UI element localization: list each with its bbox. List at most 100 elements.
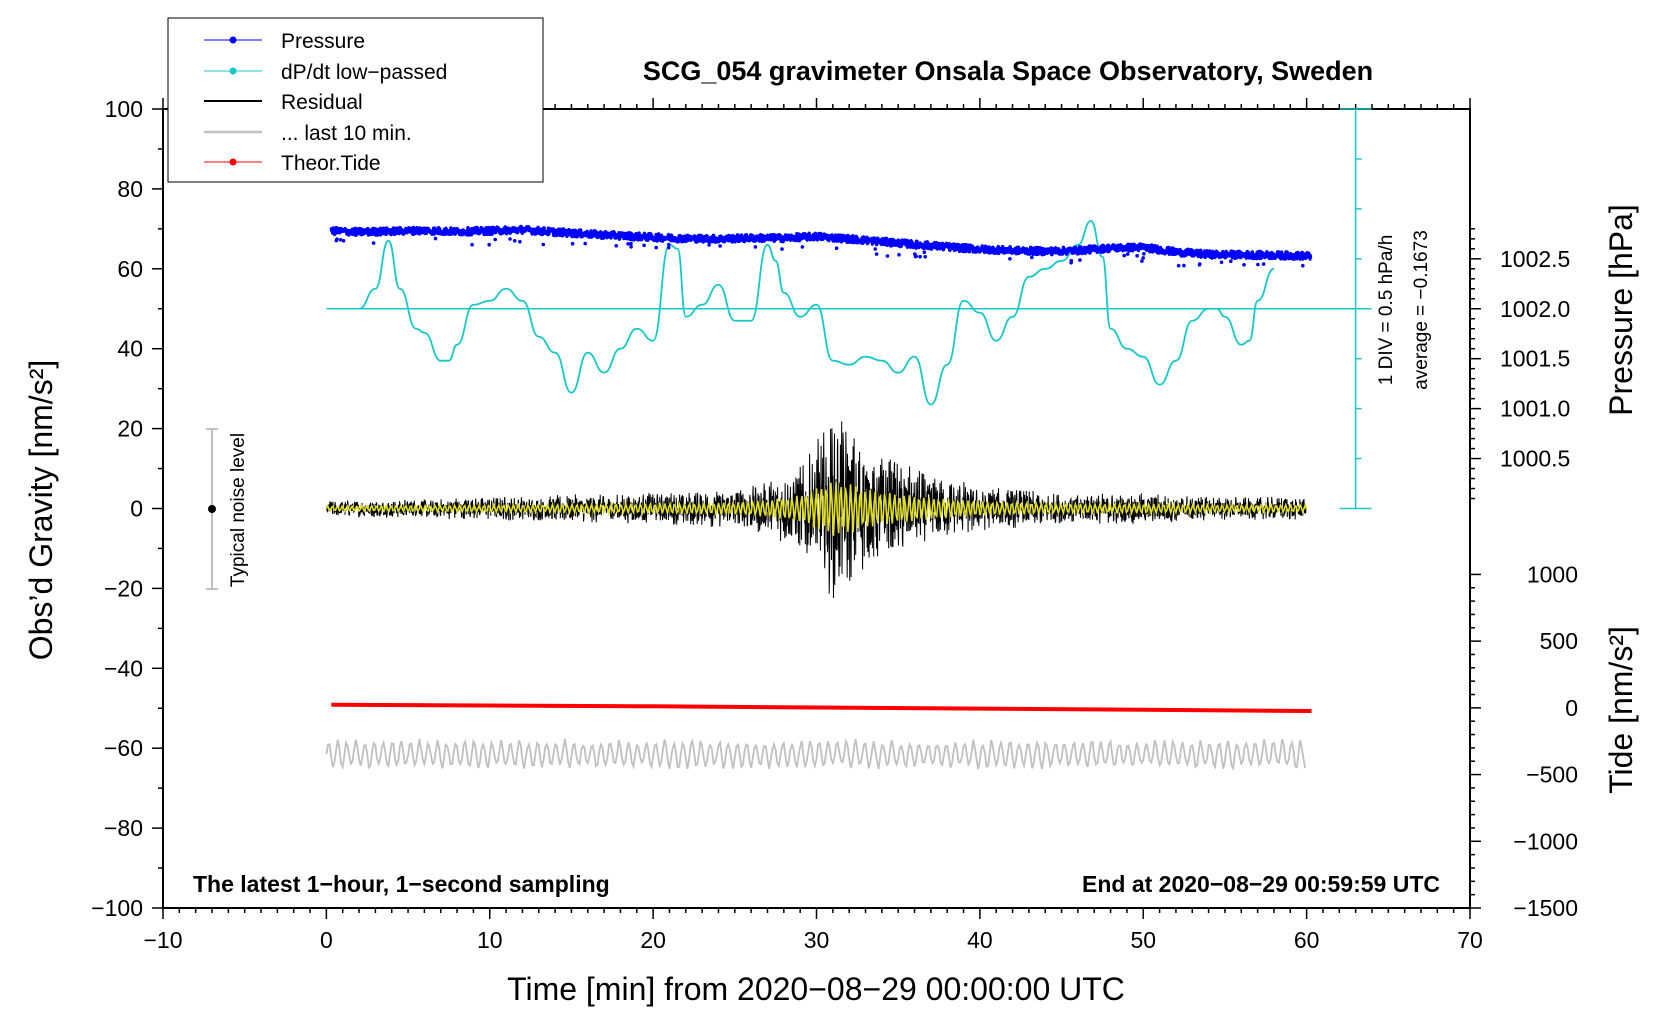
legend-pressure-marker (229, 36, 237, 44)
y-tick-label: 20 (117, 416, 143, 442)
pressure-point (626, 242, 630, 246)
y-tick-label: 60 (117, 256, 143, 282)
pressure-point (923, 254, 927, 259)
noise-center-dot (208, 505, 216, 513)
pressure-point (718, 244, 722, 248)
pressure-point (1261, 262, 1266, 266)
pressure-point (1198, 262, 1202, 266)
pressure-point (1030, 255, 1034, 260)
footer-left: The latest 1−hour, 1−second sampling (193, 871, 610, 897)
pressure-point (518, 239, 522, 244)
y-tick-label: 80 (117, 176, 143, 202)
y-tick-label: −100 (91, 895, 143, 921)
pressure-point (834, 246, 839, 250)
noise-label: Typical noise level (228, 433, 249, 587)
x-tick-label: −10 (143, 927, 182, 953)
y-tick-label: −60 (104, 735, 143, 761)
pressure-point (371, 241, 376, 245)
pressure-line (329, 224, 1313, 261)
y-tick-label: 100 (105, 96, 143, 122)
tide-axis-label: Tide [nm/s²] (1603, 626, 1639, 794)
y-tick-label: 40 (117, 336, 143, 362)
y-tick-label: −20 (104, 575, 143, 601)
pressure-point (541, 242, 546, 247)
axis-ticks: −10 0 10 20 30 40 50 60 70100806040200−20−40−60−… (91, 96, 1578, 953)
series-layer (325, 108, 1372, 772)
y-axis-label: Obs’d Gravity [nm/s²] (23, 360, 59, 661)
pressure-point (885, 254, 890, 258)
pressure-point (873, 247, 877, 251)
legend-pressure-label: Pressure (281, 30, 365, 53)
legend-residual-label: Residual (281, 91, 363, 114)
x-tick-label: 70 (1457, 927, 1483, 953)
dpdt-line (358, 219, 1275, 406)
legend: Pressure dP/dt low−passed Residual ... l… (167, 17, 544, 183)
pressure-tick-label: 1002.0 (1500, 296, 1570, 322)
pressure-point (1078, 258, 1082, 262)
legend-dpdt-label: dP/dt low−passed (281, 61, 447, 84)
dpdt-scale-label: 1 DIV = 0.5 hPa/h (1376, 235, 1397, 386)
pressure-point (874, 252, 879, 256)
pressure-point (1256, 262, 1260, 267)
legend-dpdt-marker (229, 67, 237, 75)
legend-tide-marker (229, 158, 237, 166)
x-tick-label: 0 (320, 927, 333, 953)
pressure-point (800, 245, 805, 249)
pressure-point (508, 237, 512, 241)
pressure-point (780, 247, 784, 251)
pressure-tick-label: 1002.5 (1500, 246, 1570, 272)
tide-tick-label: 1000 (1527, 561, 1578, 587)
pressure-point (753, 245, 758, 249)
pressure-point (1135, 254, 1139, 258)
pressure-point (341, 239, 346, 243)
dpdt-average-label: average = −0.1673 (1411, 230, 1432, 390)
pressure-point (1069, 258, 1074, 263)
pressure-point (338, 238, 343, 242)
pressure-tick-label: 1001.5 (1500, 346, 1570, 372)
pressure-point (570, 241, 575, 246)
x-tick-label: 10 (477, 927, 503, 953)
pressure-point (1140, 259, 1144, 263)
pressure-point (1301, 263, 1305, 268)
pressure-point (629, 241, 633, 246)
x-tick-label: 30 (804, 927, 830, 953)
tide-tick-label: −1000 (1513, 828, 1578, 854)
pressure-point (1219, 260, 1224, 265)
pressure-point (642, 243, 646, 248)
tide-tick-label: 500 (1540, 628, 1578, 654)
pressure-point (583, 241, 587, 246)
footer-right: End at 2020−08−29 00:59:59 UTC (1082, 871, 1440, 897)
pressure-point (629, 245, 633, 249)
pressure-point (1176, 263, 1181, 268)
pressure-point (512, 239, 517, 243)
tide-tick-label: −500 (1526, 762, 1578, 788)
residual-filtered-line (325, 481, 1308, 536)
pressure-point (470, 242, 474, 247)
pressure-tick-label: 1001.0 (1500, 396, 1570, 422)
tide-tick-label: 0 (1565, 695, 1578, 721)
pressure-point (914, 254, 918, 259)
x-tick-label: 20 (640, 927, 666, 953)
pressure-point (1242, 263, 1246, 267)
pressure-point (1141, 256, 1145, 260)
pressure-point (1125, 252, 1130, 256)
pressure-point (487, 242, 492, 247)
pressure-point (1229, 259, 1233, 264)
x-tick-label: 40 (967, 927, 993, 953)
pressure-point (922, 250, 927, 254)
pressure-point (1142, 252, 1146, 256)
pressure-axis-label: Pressure [hPa] (1603, 204, 1639, 416)
pressure-point (918, 254, 922, 259)
pressure-point (493, 237, 498, 242)
pressure-point (1182, 263, 1186, 268)
noise-level-indicator: Typical noise level (206, 428, 249, 590)
x-tick-label: 60 (1294, 927, 1320, 953)
legend-last10-label: ... last 10 min. (281, 122, 412, 145)
tide-line (331, 702, 1312, 713)
pressure-tick-label: 1000.5 (1500, 446, 1570, 472)
y-tick-label: 0 (130, 496, 143, 522)
pressure-point (614, 244, 618, 248)
y-tick-label: −40 (104, 655, 143, 681)
y-tick-label: −80 (104, 815, 143, 841)
